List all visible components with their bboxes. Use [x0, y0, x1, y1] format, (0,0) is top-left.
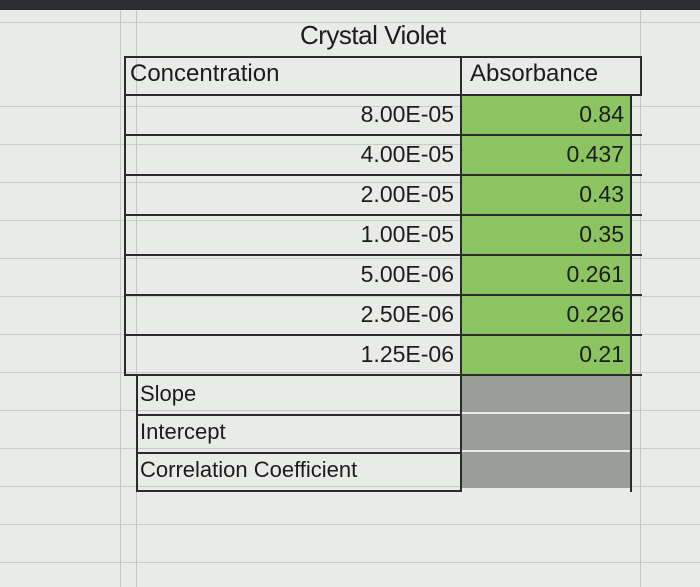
grid-row-line — [0, 372, 700, 373]
absorbance-cell[interactable]: 0.21 — [462, 336, 630, 374]
table-left-border — [124, 56, 126, 376]
absorbance-header[interactable]: Absorbance — [470, 60, 599, 87]
column-divider — [460, 56, 462, 492]
result-value-cell[interactable] — [462, 414, 630, 450]
table-row-border — [124, 334, 642, 336]
window-top-bar — [0, 0, 700, 10]
table-row-border — [124, 294, 642, 296]
concentration-header[interactable]: Concentration — [130, 60, 280, 87]
result-row-border — [136, 452, 462, 454]
table-row-border — [124, 254, 642, 256]
table-row-border — [124, 174, 642, 176]
result-value-cell[interactable] — [462, 376, 630, 412]
result-label[interactable]: Intercept — [140, 419, 226, 444]
spreadsheet-grid — [0, 10, 700, 587]
grid-column-line — [640, 10, 641, 587]
absorbance-cell[interactable]: 0.226 — [462, 296, 630, 334]
absorbance-cell[interactable]: 0.437 — [462, 136, 630, 174]
grid-row-line — [0, 22, 700, 23]
result-label[interactable]: Correlation Coefficient — [140, 457, 358, 482]
concentration-cell[interactable]: 4.00E-05 — [360, 141, 454, 167]
grid-row-line — [0, 220, 700, 221]
table-top-border — [124, 56, 642, 58]
grid-row-line — [0, 562, 700, 563]
grid-row-line — [0, 182, 700, 183]
table-bottom-border — [136, 490, 462, 492]
absorbance-cell[interactable]: 0.84 — [462, 96, 630, 134]
grid-row-line — [0, 106, 700, 107]
result-row-border — [136, 414, 462, 416]
concentration-cell[interactable]: 1.00E-05 — [360, 221, 454, 247]
absorbance-cell[interactable]: 0.43 — [462, 176, 630, 214]
grid-row-line — [0, 524, 700, 525]
concentration-cell[interactable]: 5.00E-06 — [360, 261, 454, 287]
value-right-border — [630, 96, 632, 492]
grid-column-line — [136, 10, 137, 587]
absorbance-cell[interactable]: 0.261 — [462, 256, 630, 294]
result-left-border — [136, 376, 138, 492]
concentration-cell[interactable]: 8.00E-05 — [360, 101, 454, 127]
concentration-cell[interactable]: 1.25E-06 — [360, 341, 454, 367]
grid-column-line — [120, 10, 121, 587]
table-row-border — [124, 214, 642, 216]
grid-row-line — [0, 486, 700, 487]
result-label[interactable]: Slope — [140, 381, 197, 406]
grid-row-line — [0, 258, 700, 259]
grid-row-line — [0, 144, 700, 145]
concentration-cell[interactable]: 2.00E-05 — [360, 181, 454, 207]
header-right-border — [640, 56, 642, 96]
table-row-border — [124, 374, 642, 376]
result-value-cell[interactable] — [462, 452, 630, 488]
table-row-border — [124, 134, 642, 136]
concentration-cell[interactable]: 2.50E-06 — [360, 301, 454, 327]
grid-row-line — [0, 448, 700, 449]
grid-row-line — [0, 410, 700, 411]
table-row-border — [124, 94, 642, 96]
absorbance-cell[interactable]: 0.35 — [462, 216, 630, 254]
grid-row-line — [0, 296, 700, 297]
table-title: Crystal Violet — [300, 20, 446, 50]
